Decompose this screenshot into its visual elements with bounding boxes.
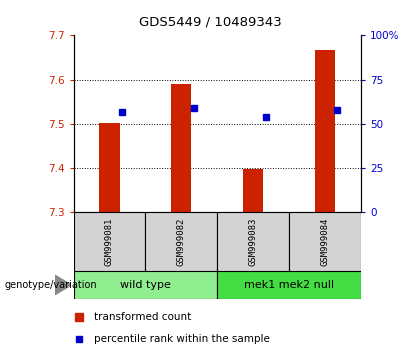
Text: GSM999083: GSM999083 xyxy=(249,217,258,266)
Bar xyxy=(243,169,263,212)
Bar xyxy=(315,50,335,212)
Polygon shape xyxy=(55,275,71,295)
Text: GDS5449 / 10489343: GDS5449 / 10489343 xyxy=(139,16,281,29)
Bar xyxy=(74,212,145,271)
Bar xyxy=(289,212,361,271)
Text: mek1 mek2 null: mek1 mek2 null xyxy=(244,280,334,290)
Text: percentile rank within the sample: percentile rank within the sample xyxy=(94,334,270,344)
Text: genotype/variation: genotype/variation xyxy=(4,280,97,290)
Bar xyxy=(171,84,192,212)
Text: transformed count: transformed count xyxy=(94,312,191,322)
Bar xyxy=(218,212,289,271)
Bar xyxy=(74,271,218,299)
Text: wild type: wild type xyxy=(120,280,171,290)
Bar xyxy=(145,212,218,271)
Text: GSM999084: GSM999084 xyxy=(321,217,330,266)
Text: GSM999082: GSM999082 xyxy=(177,217,186,266)
Bar xyxy=(218,271,361,299)
Text: GSM999081: GSM999081 xyxy=(105,217,114,266)
Bar xyxy=(100,122,120,212)
